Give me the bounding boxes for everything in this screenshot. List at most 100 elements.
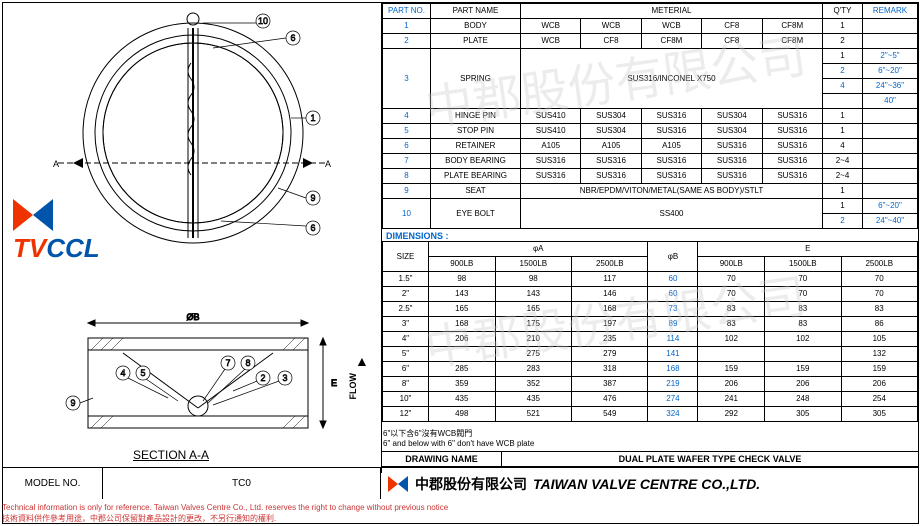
dim-size: 10" [383, 392, 429, 407]
dim-b: 219 [648, 377, 698, 392]
dim-a: 146 [572, 287, 648, 302]
svg-text:9: 9 [310, 193, 315, 203]
part-material: WCB [581, 19, 641, 34]
dim-hdr-size: SIZE [383, 242, 429, 272]
part-qty: 2~4 [823, 154, 863, 169]
dim-e: 159 [698, 362, 765, 377]
part-remark: 6"~20" [863, 64, 918, 79]
svg-text:7: 7 [225, 358, 230, 368]
section-label: SECTION A-A [133, 448, 209, 462]
dim-a: 279 [572, 347, 648, 362]
model-label: MODEL NO. [3, 468, 103, 499]
part-remark: 24"~36" [863, 79, 918, 94]
svg-text:4: 4 [120, 368, 125, 378]
dimensions-table: SIZE φA φB E 900LB1500LB2500LB900LB1500L… [382, 241, 918, 422]
footer-en: Technical information is only for refere… [2, 502, 448, 513]
dim-a: 521 [495, 407, 571, 422]
dim-e: 70 [698, 287, 765, 302]
parts-table: PART NO. PART NAME METERIAL Q'TY REMARK … [382, 3, 918, 229]
part-material: SUS316 [702, 154, 762, 169]
part-name: HINGE PIN [431, 109, 521, 124]
part-remark [863, 184, 918, 199]
part-material: CF8 [702, 19, 762, 34]
part-name: PLATE [431, 34, 521, 49]
part-remark [863, 109, 918, 124]
dim-size: 2" [383, 287, 429, 302]
logo-ccl-text: CCL [46, 233, 99, 263]
dim-b: 141 [648, 347, 698, 362]
dim-size: 1.5" [383, 272, 429, 287]
note6-cn: 6"以下含6"沒有WCB閥門 [383, 429, 534, 439]
part-remark: 40" [863, 94, 918, 109]
dim-a: 435 [495, 392, 571, 407]
title-block: MODEL NO. TC0 中郡股份有限公司 TAIWAN VALVE CENT… [3, 467, 918, 499]
part-remark: 6"~20" [863, 199, 918, 214]
dim-b: 324 [648, 407, 698, 422]
part-material: SUS316 [762, 169, 823, 184]
dim-b: 89 [648, 317, 698, 332]
dim-e: 305 [765, 407, 841, 422]
part-material: SUS316 [641, 154, 701, 169]
svg-text:3: 3 [282, 373, 287, 383]
dim-a: 197 [572, 317, 648, 332]
part-remark [863, 154, 918, 169]
dim-b: 114 [648, 332, 698, 347]
part-material: NBR/EPDM/VITON/METAL(SAME AS BODY)/STLT [521, 184, 823, 199]
part-material: SUS304 [581, 109, 641, 124]
company-cn: 中郡股份有限公司 [415, 474, 527, 494]
part-material: WCB [641, 19, 701, 34]
dim-a: 549 [572, 407, 648, 422]
parts-hdr-no: PART NO. [383, 4, 431, 19]
dim-b: 60 [648, 272, 698, 287]
dim-e: 159 [841, 362, 918, 377]
dim-e: 83 [841, 302, 918, 317]
dim-a [429, 347, 496, 362]
dim-a: 143 [495, 287, 571, 302]
part-no: 4 [383, 109, 431, 124]
dim-a: 285 [429, 362, 496, 377]
note6-en: 6" and below with 6" don't have WCB plat… [383, 439, 534, 449]
dim-a: 352 [495, 377, 571, 392]
part-material: CF8M [762, 19, 823, 34]
dim-e: 102 [698, 332, 765, 347]
logo-bowtie-icon [11, 197, 55, 233]
drawing-name-row: DRAWING NAME DUAL PLATE WAFER TYPE CHECK… [381, 451, 918, 467]
parts-hdr-name: PART NAME [431, 4, 521, 19]
dim-e: 105 [841, 332, 918, 347]
part-material: A105 [641, 139, 701, 154]
dim-e: 206 [765, 377, 841, 392]
dim-e: 206 [841, 377, 918, 392]
dim-a: 387 [572, 377, 648, 392]
part-qty: 1 [823, 19, 863, 34]
dim-e: 70 [841, 272, 918, 287]
drawing-name-label: DRAWING NAME [382, 452, 502, 466]
dim-a: 235 [572, 332, 648, 347]
part-material: SUS316 [521, 169, 581, 184]
dim-hdr-a: φA [429, 242, 648, 257]
dim-e: 292 [698, 407, 765, 422]
svg-text:E: E [331, 378, 337, 388]
logo-tv-text: TV [13, 233, 46, 263]
dim-a: 318 [572, 362, 648, 377]
dim-e: 206 [698, 377, 765, 392]
dim-hdr-b: φB [648, 242, 698, 272]
part-material: CF8 [581, 34, 641, 49]
dim-e: 83 [698, 317, 765, 332]
part-name: EYE BOLT [431, 199, 521, 229]
dim-pressure-hdr: 2500LB [841, 257, 918, 272]
dim-size: 6" [383, 362, 429, 377]
part-material: SUS410 [521, 124, 581, 139]
svg-text:6: 6 [290, 33, 295, 43]
part-qty: 4 [823, 139, 863, 154]
part-material: SUS316 [641, 109, 701, 124]
part-qty: 2 [823, 64, 863, 79]
dim-pressure-hdr: 1500LB [765, 257, 841, 272]
part-remark: 2"~5" [863, 49, 918, 64]
model-value: TC0 [103, 468, 381, 499]
part-name: STOP PIN [431, 124, 521, 139]
dim-e: 102 [765, 332, 841, 347]
dim-e: 70 [765, 272, 841, 287]
part-name: SPRING [431, 49, 521, 109]
dim-pressure-hdr: 1500LB [495, 257, 571, 272]
footer-disclaimer: Technical information is only for refere… [2, 502, 448, 524]
